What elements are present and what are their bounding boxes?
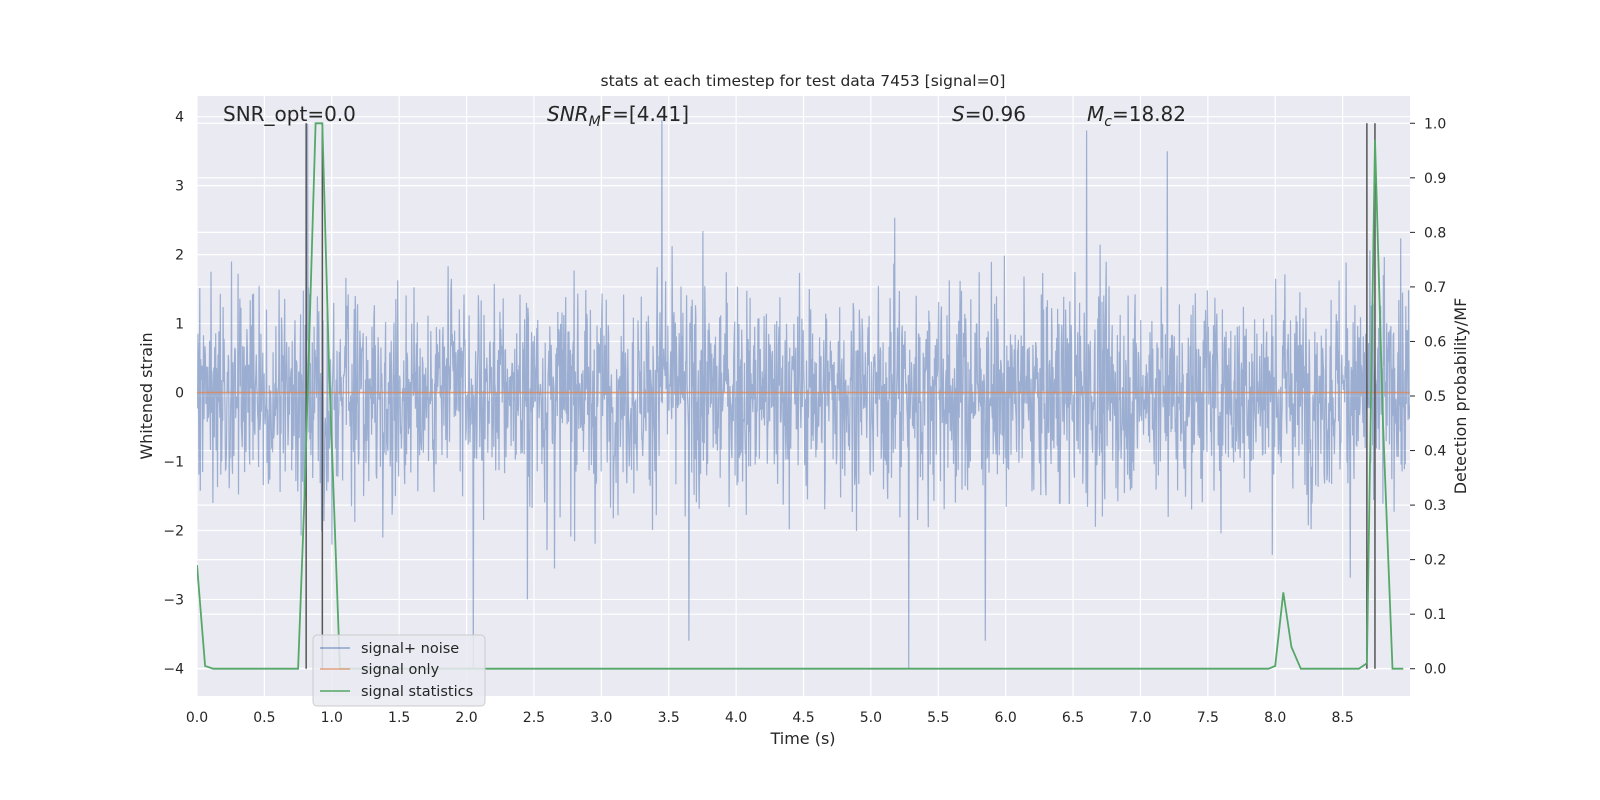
x-tick-label: 6.5 [1062, 710, 1084, 726]
legend-label-signal-only: signal only [361, 662, 440, 678]
legend-box [312, 634, 486, 707]
y-left-tick-label: −1 [163, 455, 184, 471]
y-right-tick-label: 0.3 [1424, 498, 1446, 514]
x-tick-label: 4.5 [792, 710, 814, 726]
y-right-tick-label: 0.1 [1424, 607, 1446, 623]
y-left-tick-labels: −4 −3 −2 −1 0 1 2 3 4 [163, 110, 184, 678]
vertical-markers [305, 123, 1376, 669]
annotation-s: S=0.96 [952, 102, 1026, 126]
x-tick-label: 8.0 [1264, 710, 1286, 726]
y-left-tick-label: −3 [163, 592, 184, 608]
x-axis-label: Time (s) [769, 729, 835, 748]
y-left-axis-label: Whitened strain [137, 332, 156, 459]
y-left-tick-label: 0 [175, 386, 184, 402]
y-left-tick-label: 2 [175, 248, 184, 264]
x-tick-label: 7.0 [1129, 710, 1151, 726]
x-tick-label: 8.5 [1331, 710, 1353, 726]
signal-statistics-line [197, 122, 1404, 670]
legend-label-signal-statistics: signal statistics [361, 684, 473, 700]
y-left-tick-label: −4 [163, 661, 184, 677]
x-tick-label: 3.5 [658, 710, 680, 726]
y-right-tick-label: 0.7 [1424, 280, 1446, 296]
y-right-tick-label: 1.0 [1424, 116, 1446, 132]
x-tick-label: 1.5 [388, 710, 410, 726]
x-tick-label: 2.0 [455, 710, 477, 726]
y-right-tick-label: 0.6 [1424, 334, 1446, 350]
series-signal-statistics [197, 122, 1404, 670]
annotation-snr-opt: SNR_opt=0.0 [223, 102, 356, 126]
annotation-mc: Mc=18.82 [1087, 102, 1186, 130]
y-right-tick-label: 0.9 [1424, 171, 1446, 187]
y-right-tick-label: 0.4 [1424, 444, 1446, 460]
chart-title: stats at each timestep for test data 745… [601, 72, 1006, 90]
x-tick-label: 6.0 [995, 710, 1017, 726]
x-tick-label: 5.5 [927, 710, 949, 726]
y-left-tick-label: −2 [163, 523, 184, 539]
legend: signal+ noise signal only signal statist… [312, 634, 486, 707]
y-left-tick-label: 3 [175, 179, 184, 195]
y-left-tick-label: 1 [175, 317, 184, 333]
y-right-tick-label: 0.8 [1424, 225, 1446, 241]
y-right-tick-label: 0.2 [1424, 553, 1446, 569]
y-right-axis-label: Detection probability/MF [1451, 298, 1470, 495]
y-left-tick-label: 4 [175, 110, 184, 126]
signal-noise-line [197, 120, 1410, 669]
annotation-snr-mf: SNRMF=[4.41] [547, 102, 689, 130]
x-tick-labels: 0.0 0.5 1.0 1.5 2.0 2.5 3.0 3.5 4.0 4.5 5.0 5.5 6.0 6… [186, 710, 1354, 726]
x-tick-label: 0.0 [186, 710, 208, 726]
series-signal-noise [197, 120, 1410, 669]
y-right-tick-labels: 0.0 0.1 0.2 0.3 0.4 0.5 0.6 0.7 0.8 0.9 1.0 [1410, 116, 1446, 678]
y-right-tick-label: 0.5 [1424, 389, 1446, 405]
x-tick-label: 3.0 [590, 710, 612, 726]
x-tick-label: 7.5 [1197, 710, 1219, 726]
x-tick-label: 2.5 [523, 710, 545, 726]
x-tick-label: 4.0 [725, 710, 747, 726]
x-tick-label: 1.0 [321, 710, 343, 726]
x-tick-label: 0.5 [253, 710, 275, 726]
x-tick-label: 5.0 [860, 710, 882, 726]
y-right-tick-label: 0.0 [1424, 662, 1446, 678]
legend-label-signal-noise: signal+ noise [361, 641, 459, 657]
